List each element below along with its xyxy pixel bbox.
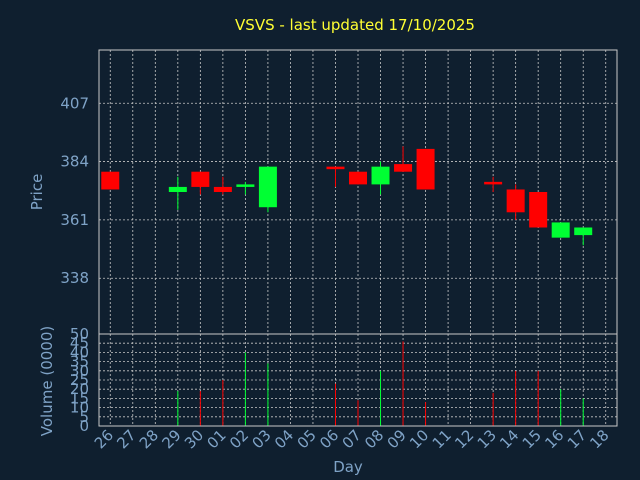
candle-body — [574, 227, 593, 236]
candle-body — [416, 148, 435, 190]
candle-body — [551, 222, 570, 238]
price-tick-label: 361 — [60, 211, 89, 229]
volume-tick-label: 15 — [70, 389, 89, 407]
price-candles — [101, 146, 593, 246]
volume-tick-label: 40 — [70, 343, 89, 361]
candle-body — [213, 186, 232, 192]
candle-body — [168, 186, 187, 192]
candle-body — [258, 166, 277, 208]
price-tick-label: 407 — [60, 94, 89, 112]
volume-tick-label: 5 — [79, 408, 89, 426]
price-tick-label: 384 — [60, 153, 89, 171]
volume-bars — [177, 341, 584, 426]
price-tick-label: 338 — [60, 269, 89, 287]
volume-tick-label: 10 — [70, 399, 89, 417]
x-axis-label: Day — [333, 458, 363, 476]
x-tick-label: 18 — [586, 426, 612, 452]
candle-body — [529, 192, 548, 228]
candle-body — [394, 164, 413, 172]
volume-tick-label: 35 — [70, 353, 89, 371]
volume-tick-label: 0 — [79, 417, 89, 435]
candle-body — [484, 181, 503, 185]
candle-body — [101, 171, 120, 190]
volume-tick-label: 45 — [70, 334, 89, 352]
volume-tick-label: 50 — [70, 325, 89, 343]
candle-body — [371, 166, 390, 185]
volume-tick-label: 25 — [70, 371, 89, 389]
candle-body — [349, 171, 367, 185]
price-axis-label: Price — [28, 174, 46, 211]
chart-title: VSVS - last updated 17/10/2025 — [235, 16, 475, 34]
volume-tick-label: 20 — [70, 380, 89, 398]
candle-body — [191, 171, 210, 187]
candle-body — [236, 184, 255, 187]
volume-panel-frame — [98, 333, 618, 427]
volume-axis-label: Volume (0000) — [38, 326, 56, 436]
volume-tick-label: 30 — [70, 362, 89, 380]
candle-body — [326, 166, 345, 170]
candle-body — [506, 189, 525, 213]
